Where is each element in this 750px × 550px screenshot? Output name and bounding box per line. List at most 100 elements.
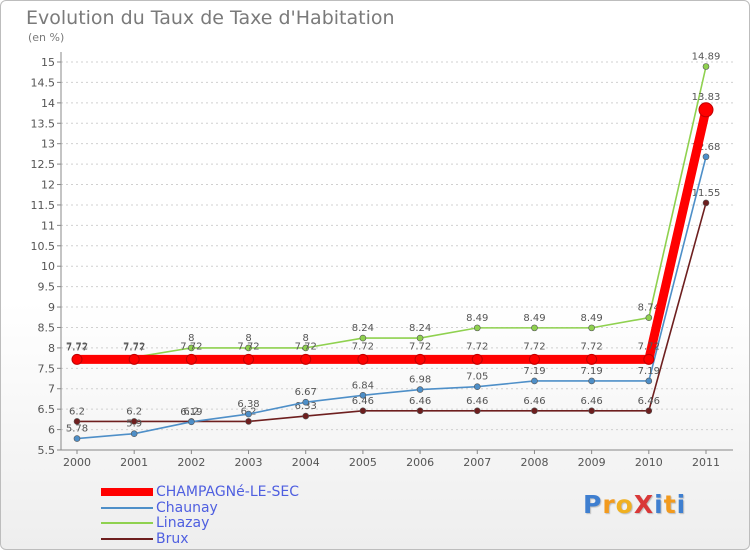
data-point — [645, 407, 653, 415]
data-point — [588, 407, 595, 415]
data-point — [243, 353, 255, 365]
data-label: 6.46 — [352, 396, 374, 407]
x-tick-label: 2005 — [349, 456, 377, 469]
data-label: 7.19 — [638, 366, 660, 377]
logo-letter: i — [676, 490, 687, 519]
data-label: 6.19 — [180, 407, 202, 418]
legend-label: CHAMPAGNé-LE-SEC — [156, 484, 300, 500]
data-label: 6.2 — [183, 406, 199, 417]
data-label: 6.46 — [581, 396, 603, 407]
y-tick-label: 10.5 — [31, 240, 56, 253]
data-point — [302, 398, 310, 406]
data-point — [302, 412, 310, 420]
data-point — [245, 410, 252, 418]
data-point — [531, 377, 538, 385]
data-label: 8.24 — [352, 323, 374, 334]
data-label: 8 — [245, 333, 251, 344]
legend-label: Linazay — [156, 515, 210, 531]
data-point — [130, 430, 138, 437]
data-label: 7.72 — [581, 341, 603, 352]
data-point — [471, 353, 483, 365]
y-tick-label: 14.5 — [31, 76, 56, 89]
data-label: 6.46 — [523, 396, 545, 407]
logo-letter: P — [583, 490, 603, 519]
data-label: 6.98 — [409, 375, 431, 386]
legend-swatch — [101, 522, 153, 524]
data-point — [416, 334, 424, 342]
data-point — [473, 383, 481, 390]
data-point — [185, 353, 197, 365]
y-tick-label: 12.5 — [31, 158, 56, 171]
data-label: 6.67 — [295, 387, 317, 398]
data-label: 7.72 — [466, 341, 488, 352]
data-point — [588, 324, 595, 332]
data-label: 14.89 — [692, 51, 721, 62]
data-label: 12.68 — [692, 142, 721, 153]
data-point — [188, 344, 195, 352]
data-label: 6.46 — [638, 396, 660, 407]
logo-letter: r — [602, 490, 616, 519]
data-label: 7.19 — [523, 366, 545, 377]
data-point — [528, 353, 540, 365]
y-tick-label: 8.5 — [38, 321, 56, 334]
y-tick-label: 14 — [41, 97, 55, 110]
data-label: 7.72 — [352, 341, 374, 352]
legend-swatch — [101, 537, 153, 540]
data-label: 6.2 — [126, 406, 142, 417]
data-label: 8.49 — [523, 313, 545, 324]
y-tick-label: 13 — [41, 138, 55, 151]
data-label: 8.24 — [409, 323, 431, 334]
data-point — [416, 407, 424, 415]
data-label: 8.49 — [466, 313, 488, 324]
legend-label: Brux — [156, 530, 189, 547]
x-tick-label: 2009 — [578, 456, 606, 469]
y-tick-label: 6 — [48, 424, 55, 437]
data-point — [645, 314, 653, 321]
data-point — [586, 353, 598, 365]
data-label: 8.74 — [638, 303, 660, 314]
data-label: 7.72 — [123, 341, 145, 352]
data-label: 5.78 — [66, 424, 88, 435]
data-point — [359, 407, 367, 415]
data-label: 7.19 — [581, 366, 603, 377]
data-point — [188, 418, 195, 426]
x-tick-label: 2010 — [635, 456, 663, 469]
y-tick-label: 7 — [48, 383, 55, 396]
data-label: 7.72 — [295, 341, 317, 352]
data-point — [73, 435, 81, 442]
data-label: 6.46 — [466, 396, 488, 407]
logo-letter: o — [615, 490, 634, 519]
y-tick-label: 11 — [41, 219, 55, 232]
y-tick-label: 8 — [48, 342, 55, 355]
data-label: 7.72 — [638, 341, 660, 352]
chart-title: Evolution du Taux de Taxe d'Habitation — [26, 7, 395, 29]
data-label: 6.84 — [352, 380, 374, 391]
data-label: 6.46 — [409, 396, 431, 407]
data-point — [645, 377, 653, 385]
data-label: 13.83 — [692, 92, 721, 103]
data-point — [698, 102, 714, 118]
data-point — [702, 153, 710, 161]
data-point — [588, 377, 595, 385]
data-label: 11.55 — [692, 188, 721, 199]
logo-letter: t — [663, 490, 677, 519]
data-point — [531, 324, 538, 332]
legend-label: Chaunay — [156, 499, 218, 516]
y-tick-label: 10 — [41, 260, 55, 273]
data-point — [302, 344, 310, 352]
data-point — [300, 353, 312, 365]
legend-swatch — [101, 506, 153, 509]
data-point — [416, 386, 424, 393]
series-line-linazay — [77, 66, 707, 359]
data-point — [702, 199, 710, 207]
data-label: 7.72 — [66, 341, 88, 352]
data-point — [414, 353, 426, 365]
data-label: 8 — [303, 333, 309, 344]
data-point — [531, 407, 538, 415]
x-tick-label: 2001 — [120, 456, 148, 469]
x-tick-label: 2000 — [63, 456, 91, 469]
x-tick-label: 2002 — [177, 456, 205, 469]
y-tick-label: 6.5 — [38, 403, 56, 416]
